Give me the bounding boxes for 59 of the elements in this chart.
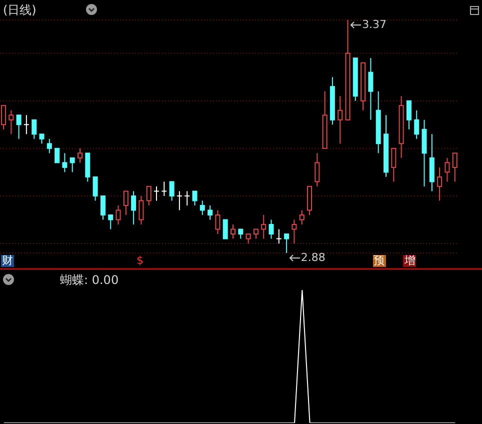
candlestick <box>62 152 68 173</box>
candlestick <box>246 233 251 244</box>
candlestick <box>100 195 106 220</box>
candlestick <box>261 214 266 240</box>
candlestick <box>8 110 14 135</box>
candlestick <box>108 214 114 230</box>
candlestick <box>230 224 236 240</box>
candlestick <box>215 210 220 234</box>
candlestick <box>284 233 290 253</box>
candlestick <box>437 166 442 202</box>
annotation: 2.88 <box>300 251 326 264</box>
candlestick <box>138 195 144 225</box>
candlestick <box>146 186 152 206</box>
candlestick <box>406 100 412 130</box>
candlestick <box>32 119 37 140</box>
candlestick <box>123 190 128 216</box>
candlestick <box>368 58 374 120</box>
candlestick <box>276 228 282 244</box>
candlestick <box>184 190 190 206</box>
candlestick <box>222 219 228 240</box>
text: $ <box>136 254 145 267</box>
candlestick <box>46 138 52 154</box>
candlestick <box>92 176 98 202</box>
candlestick <box>85 152 90 182</box>
candlestick <box>414 110 420 140</box>
candlestick <box>16 114 22 140</box>
candlestick <box>208 204 213 220</box>
candlestick <box>169 181 174 202</box>
candlestick <box>444 157 450 182</box>
candlestick <box>70 157 75 173</box>
chart-title: 蝴蝶: 0.00 <box>60 272 119 289</box>
text: 预 <box>372 254 386 267</box>
candlestick <box>299 210 304 225</box>
text: 财 <box>1 254 14 267</box>
candlestick <box>238 228 244 240</box>
candlestick <box>307 186 312 216</box>
candlestick <box>161 181 168 196</box>
candlestick <box>292 219 297 244</box>
candlestick <box>253 228 258 240</box>
candlestick <box>429 134 434 192</box>
text: 增 <box>403 254 416 267</box>
candlestick <box>314 152 320 187</box>
candlestick <box>192 190 198 206</box>
candlestick <box>131 190 136 225</box>
candlestick <box>452 152 458 182</box>
candlestick <box>176 190 182 211</box>
candlestick <box>391 148 396 182</box>
candlestick <box>39 134 44 144</box>
candlestick <box>422 119 427 187</box>
candlestick <box>200 200 205 216</box>
candlestick <box>154 186 160 202</box>
candlestick <box>23 114 30 135</box>
candlestick <box>116 204 121 225</box>
annotation: 3.37 <box>362 18 387 31</box>
candlestick <box>54 148 60 164</box>
candlestick <box>78 148 82 164</box>
candlestick <box>268 219 274 240</box>
chart-title: (日线) <box>3 2 36 19</box>
candlestick <box>338 96 343 144</box>
